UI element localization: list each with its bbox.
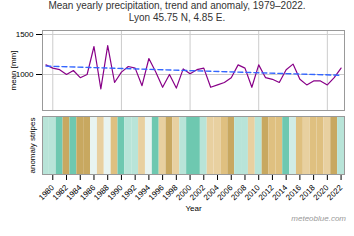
html-text:Lyon 45.75 N, 4.85 E.: Lyon 45.75 N, 4.85 E.	[128, 12, 226, 23]
svg-text:2020: 2020	[311, 183, 331, 203]
svg-text:2010: 2010	[243, 183, 262, 203]
svg-text:2002: 2002	[188, 183, 207, 203]
svg-text:1990: 1990	[105, 183, 125, 203]
svg-text:2008: 2008	[229, 183, 249, 203]
svg-text:2014: 2014	[270, 183, 290, 203]
svg-text:mean [mm]: mean [mm]	[9, 50, 18, 90]
svg-text:1982: 1982	[50, 183, 70, 203]
svg-text:1500: 1500	[16, 30, 34, 39]
html-text:meteoblue.com: meteoblue.com	[291, 214, 346, 223]
svg-text:1984: 1984	[64, 183, 84, 203]
svg-text:Year: Year	[185, 204, 202, 213]
svg-text:1980: 1980	[37, 183, 56, 203]
svg-text:1998: 1998	[160, 183, 180, 203]
svg-text:1996: 1996	[146, 183, 166, 203]
svg-text:2000: 2000	[174, 183, 194, 203]
svg-text:2012: 2012	[256, 183, 276, 203]
svg-text:1994: 1994	[133, 183, 153, 203]
svg-text:2018: 2018	[297, 183, 317, 203]
svg-text:2022: 2022	[325, 183, 344, 202]
svg-text:1988: 1988	[92, 183, 111, 203]
svg-text:2006: 2006	[215, 183, 235, 203]
html-text:Mean yearly precipitation, tre: Mean yearly precipitation, trend and ano…	[48, 0, 306, 11]
svg-text:2016: 2016	[284, 183, 304, 203]
svg-text:anomaly stripes: anomaly stripes	[28, 117, 37, 173]
svg-text:1000: 1000	[16, 70, 34, 79]
svg-text:1986: 1986	[78, 183, 98, 203]
svg-text:2004: 2004	[201, 183, 221, 203]
svg-text:1992: 1992	[119, 183, 139, 203]
